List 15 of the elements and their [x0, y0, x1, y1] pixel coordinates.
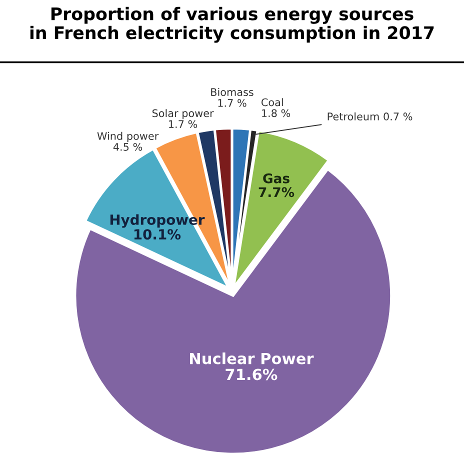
- data-label: 7.7%: [258, 187, 294, 198]
- data-label: 71.6%: [226, 368, 278, 380]
- data-label: 4.5 %: [113, 142, 142, 151]
- data-label: 10.1%: [134, 229, 181, 240]
- data-label: 1.7 %: [169, 120, 198, 128]
- data-label: 1.7 %: [218, 99, 246, 107]
- data-label: 1.8 %: [262, 109, 290, 118]
- chart-title: Proportion of various energy sources in French electricity consumption in 2017: [30, 6, 434, 43]
- slice-label: Wind power: [97, 132, 159, 142]
- slice-label: Petroleum 0.7 %: [328, 112, 412, 120]
- slice-label: Coal: [262, 98, 283, 106]
- slice-label: Solar power: [152, 109, 214, 120]
- slice-label: Biomass: [211, 88, 254, 96]
- slice-label: Nuclear Power: [190, 352, 314, 364]
- slice-label: Gas: [263, 173, 290, 184]
